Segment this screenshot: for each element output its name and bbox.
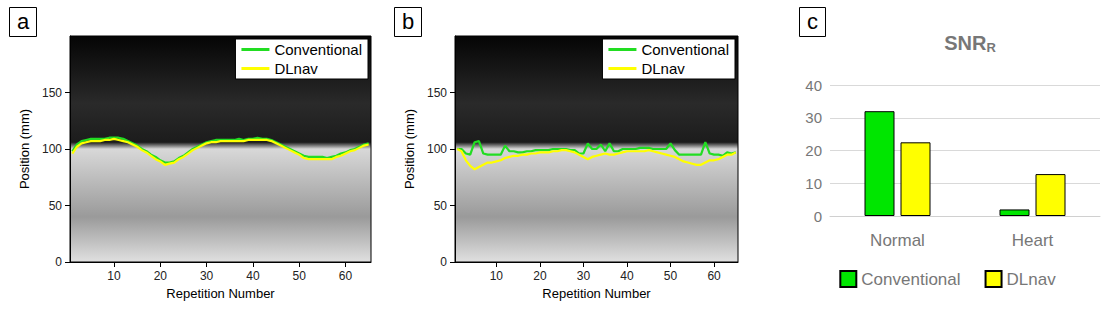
svg-text:10: 10 — [805, 175, 822, 192]
svg-text:100: 100 — [42, 142, 62, 156]
svg-text:R: R — [986, 40, 996, 55]
svg-text:20: 20 — [805, 142, 822, 159]
svg-text:Position (mm): Position (mm) — [402, 109, 417, 189]
svg-text:60: 60 — [339, 269, 353, 283]
svg-text:30: 30 — [805, 109, 822, 126]
svg-text:Position (mm): Position (mm) — [17, 109, 32, 189]
svg-text:Conventional: Conventional — [274, 41, 362, 58]
svg-text:40: 40 — [246, 269, 260, 283]
svg-text:b: b — [402, 9, 414, 34]
svg-text:150: 150 — [42, 86, 62, 100]
svg-text:30: 30 — [200, 269, 214, 283]
svg-text:50: 50 — [49, 199, 63, 213]
svg-text:DLnav: DLnav — [274, 60, 318, 77]
svg-text:DLnav: DLnav — [641, 60, 685, 77]
svg-text:Normal: Normal — [870, 231, 925, 250]
svg-text:10: 10 — [107, 269, 121, 283]
svg-text:20: 20 — [533, 269, 547, 283]
svg-text:100: 100 — [427, 142, 447, 156]
svg-text:50: 50 — [664, 269, 678, 283]
svg-text:30: 30 — [577, 269, 591, 283]
svg-text:Repetition Number: Repetition Number — [166, 286, 275, 301]
svg-text:Heart: Heart — [1012, 231, 1054, 250]
svg-text:40: 40 — [805, 77, 822, 94]
svg-text:0: 0 — [814, 208, 822, 225]
svg-text:10: 10 — [490, 269, 504, 283]
svg-text:Conventional: Conventional — [861, 270, 960, 289]
svg-text:20: 20 — [154, 269, 168, 283]
svg-text:c: c — [807, 9, 818, 34]
svg-text:0: 0 — [440, 255, 447, 269]
svg-text:40: 40 — [620, 269, 634, 283]
svg-text:Conventional: Conventional — [641, 41, 729, 58]
svg-text:a: a — [17, 9, 30, 34]
svg-text:Repetition Number: Repetition Number — [542, 286, 651, 301]
svg-text:150: 150 — [427, 86, 447, 100]
svg-text:DLnav: DLnav — [1007, 270, 1057, 289]
svg-text:50: 50 — [434, 199, 448, 213]
svg-text:0: 0 — [55, 255, 62, 269]
svg-text:SNR: SNR — [944, 32, 987, 54]
svg-text:50: 50 — [293, 269, 307, 283]
svg-text:60: 60 — [707, 269, 721, 283]
